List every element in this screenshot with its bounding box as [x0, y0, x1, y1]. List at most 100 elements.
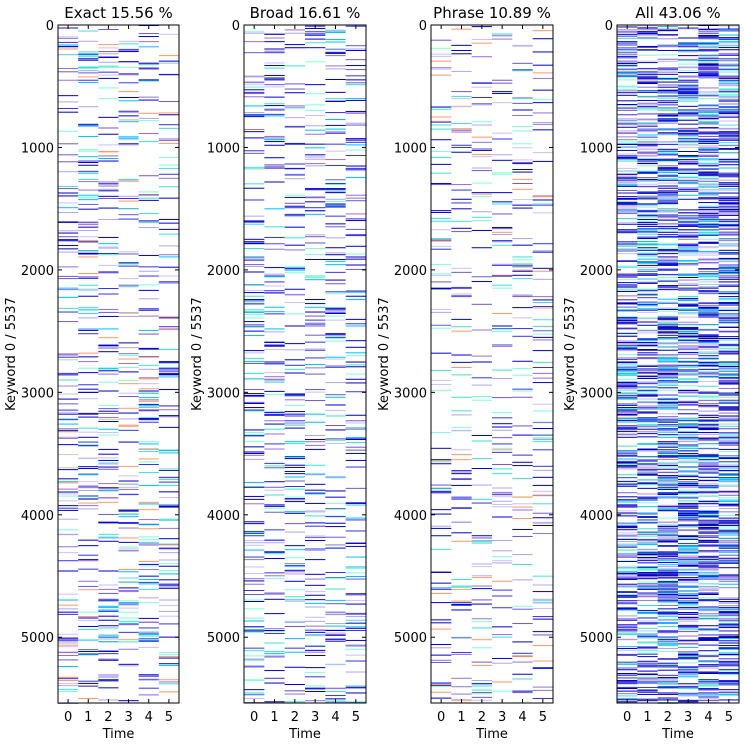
heatmap-cell — [118, 510, 139, 512]
y-tick-label: 4000 — [21, 509, 54, 524]
heatmap-cell — [718, 106, 739, 108]
heatmap-cell — [431, 587, 452, 589]
heatmap-cell — [657, 666, 678, 668]
heatmap-cell — [58, 307, 79, 309]
heatmap-cell — [158, 275, 179, 277]
heatmap-cell — [284, 269, 305, 271]
heatmap-cell — [58, 637, 79, 639]
heatmap-cell — [244, 486, 265, 488]
heatmap-cell — [264, 281, 285, 283]
heatmap-cell — [637, 418, 658, 420]
heatmap-cell — [657, 67, 678, 69]
heatmap-cell — [718, 648, 739, 650]
heatmap-cell — [637, 665, 658, 667]
heatmap-cell — [698, 209, 719, 211]
heatmap-cell — [345, 616, 366, 618]
heatmap-cell — [98, 133, 119, 135]
heatmap-cell — [512, 465, 533, 467]
heatmap-cell — [118, 143, 139, 145]
heatmap-cell — [492, 275, 513, 277]
heatmap-cell — [305, 676, 326, 678]
heatmap-cell — [78, 222, 99, 224]
heatmap-cell — [678, 535, 699, 537]
heatmap-cell — [698, 618, 719, 620]
heatmap-cell — [718, 113, 739, 115]
heatmap-cell — [617, 461, 638, 463]
heatmap-cell — [345, 630, 366, 632]
heatmap-cell — [678, 342, 699, 344]
heatmap-cell — [325, 425, 346, 427]
heatmap-cell — [532, 618, 553, 620]
heatmap-cell — [718, 556, 739, 558]
heatmap-cell — [325, 291, 346, 293]
heatmap-cell — [244, 199, 265, 201]
heatmap-cell — [637, 557, 658, 559]
heatmap-cell — [264, 682, 285, 684]
heatmap-cell — [58, 37, 79, 39]
heatmap-cell — [657, 611, 678, 613]
heatmap-cell — [698, 606, 719, 608]
heatmap-cell — [718, 689, 739, 691]
heatmap-cell — [244, 295, 265, 297]
heatmap-cell — [325, 206, 346, 208]
heatmap-cell — [698, 391, 719, 393]
heatmap-cell — [617, 556, 638, 558]
heatmap-cell — [345, 268, 366, 270]
heatmap-cell — [678, 140, 699, 142]
heatmap-cell — [637, 408, 658, 410]
heatmap-cell — [637, 125, 658, 127]
heatmap-cell — [718, 199, 739, 201]
heatmap-cell — [637, 691, 658, 693]
heatmap-cell — [698, 459, 719, 461]
heatmap-cell — [617, 289, 638, 291]
heatmap-cell — [617, 176, 638, 178]
heatmap-cell — [657, 277, 678, 278]
heatmap-cell — [532, 517, 553, 519]
heatmap-cell — [637, 587, 658, 589]
heatmap-cell — [637, 571, 658, 573]
heatmap-cell — [657, 681, 678, 683]
heatmap-cell — [138, 693, 159, 695]
heatmap-cell — [471, 621, 492, 623]
heatmap-cell — [637, 170, 658, 172]
heatmap-cell — [718, 322, 739, 324]
heatmap-cell — [617, 669, 638, 671]
heatmap-cell — [718, 103, 739, 105]
heatmap-cell — [492, 92, 513, 94]
heatmap-cell — [698, 47, 719, 49]
heatmap-cell — [471, 566, 492, 568]
heatmap-cell — [718, 339, 739, 341]
heatmap-cell — [657, 463, 678, 465]
heatmap-cell — [637, 105, 658, 107]
heatmap-cell — [657, 413, 678, 415]
heatmap-cell — [678, 497, 699, 499]
heatmap-cell — [657, 264, 678, 266]
heatmap-cell — [431, 156, 452, 158]
heatmap-cell — [718, 382, 739, 384]
heatmap-cell — [678, 492, 699, 494]
heatmap-cell — [471, 685, 492, 687]
heatmap-cell — [617, 663, 638, 665]
heatmap-cell — [678, 693, 699, 695]
heatmap-cell — [678, 310, 699, 312]
heatmap-cell — [678, 364, 699, 366]
plot-frame — [430, 24, 554, 704]
heatmap-cell — [698, 660, 719, 662]
heatmap-cell — [657, 442, 678, 444]
heatmap-cell — [637, 79, 658, 81]
heatmap-cell — [637, 426, 658, 428]
heatmap-cell — [492, 417, 513, 419]
heatmap-cell — [138, 397, 159, 399]
heatmap-cell — [617, 608, 638, 610]
heatmap-cell — [718, 438, 739, 440]
heatmap-cell — [345, 355, 366, 357]
heatmap-cell — [617, 69, 638, 71]
heatmap-cell — [617, 149, 638, 151]
heatmap-cell — [698, 425, 719, 427]
heatmap-cell — [637, 637, 658, 639]
heatmap-cell — [617, 480, 638, 482]
heatmap-cell — [158, 124, 179, 126]
heatmap-cell — [617, 76, 638, 78]
heatmap-cell — [58, 67, 79, 69]
heatmap-cell — [58, 278, 79, 280]
